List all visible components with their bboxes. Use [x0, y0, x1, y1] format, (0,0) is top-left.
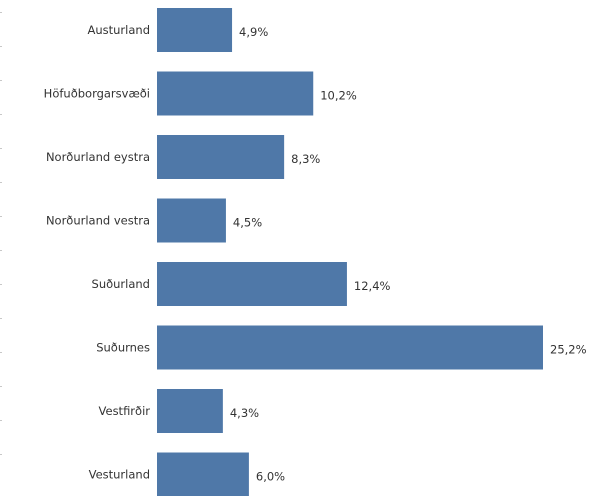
- bar-row: Austurland 4,9%: [87, 8, 268, 52]
- data-label: 10,2%: [320, 89, 357, 103]
- edge-tick: [0, 420, 2, 421]
- bar: [157, 325, 543, 370]
- data-label: 12,4%: [354, 279, 391, 293]
- edge-tick: [0, 12, 2, 13]
- edge-tick: [0, 216, 2, 217]
- bar: [157, 8, 233, 52]
- bar-row: Vestfirðir 4,3%: [99, 389, 259, 433]
- category-label: Höfuðborgarsvæði: [44, 87, 150, 101]
- bar-row: Suðurland 12,4%: [92, 262, 391, 306]
- category-label: Suðurnes: [96, 341, 150, 355]
- bar-row: Vesturland 6,0%: [89, 452, 285, 496]
- edge-tick: [0, 284, 2, 285]
- data-label: 4,9%: [239, 25, 268, 39]
- bar-row: Norðurland eystra 8,3%: [46, 135, 320, 179]
- category-label: Norðurland eystra: [46, 150, 150, 164]
- data-label: 6,0%: [256, 470, 285, 484]
- bar-row: Suðurnes 25,2%: [96, 325, 587, 370]
- bar: [157, 262, 347, 306]
- data-label: 25,2%: [550, 343, 587, 357]
- bar-row: Höfuðborgarsvæði 10,2%: [44, 71, 357, 116]
- data-label: 4,5%: [233, 216, 262, 230]
- bar: [157, 389, 223, 433]
- edge-tick: [0, 318, 2, 319]
- edge-tick: [0, 250, 2, 251]
- bar: [157, 135, 285, 179]
- edge-tick: [0, 454, 2, 455]
- bar: [157, 71, 314, 116]
- category-label: Norðurland vestra: [46, 214, 150, 228]
- edge-tick: [0, 46, 2, 47]
- edge-tick: [0, 182, 2, 183]
- category-label: Austurland: [87, 23, 150, 37]
- data-label: 4,3%: [230, 406, 259, 420]
- edge-tick: [0, 80, 2, 81]
- category-label: Suðurland: [92, 277, 150, 291]
- bar: [157, 452, 249, 496]
- edge-tick: [0, 148, 2, 149]
- edge-tick: [0, 352, 2, 353]
- edge-tick: [0, 114, 2, 115]
- bar: [157, 198, 226, 243]
- data-label: 8,3%: [291, 152, 320, 166]
- category-label: Vestfirðir: [99, 404, 151, 418]
- category-label: Vesturland: [89, 468, 150, 482]
- bar-row: Norðurland vestra 4,5%: [46, 198, 262, 243]
- edge-tick: [0, 386, 2, 387]
